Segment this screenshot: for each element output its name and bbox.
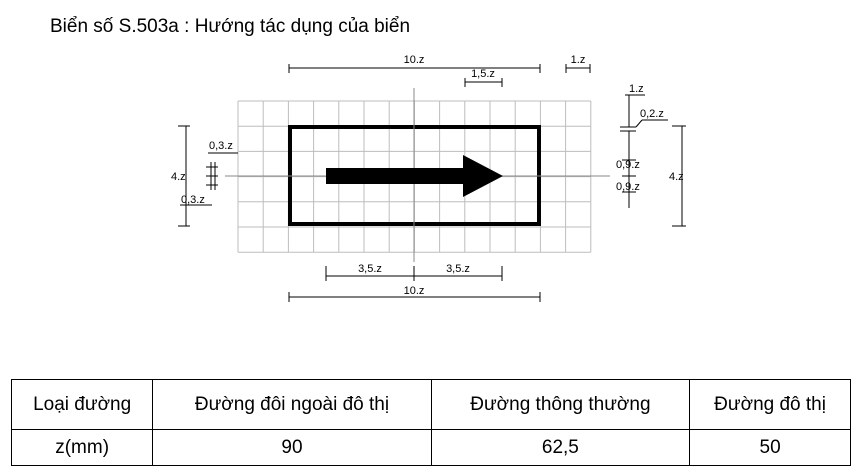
cell-z-label: z(mm) [10,429,154,466]
dim-bottom-left-label: 3,5.z [358,263,382,275]
header-urban: Đường đô thị [689,379,851,430]
dim-top-cell-label: 1,5.z [471,68,495,80]
dim-left-height-label: 4.z [171,171,186,183]
table-header-row: Loại đường Đường đôi ngoài đô thị Đường … [10,379,851,430]
header-normal: Đường thông thường [430,379,691,430]
dim-right-height [672,125,686,227]
dim-bottom-width-label: 10.z [404,285,425,297]
dim-top-width [288,64,541,73]
dim-top-width-label: 10.z [404,54,425,66]
dim-left-height [178,125,190,227]
dim-bottom-width [288,292,541,302]
cell-z-normal: 62,5 [430,429,691,466]
cell-z-urban: 50 [689,429,851,466]
dim-right-top-label: 1.z [629,83,644,95]
dim-top-gap-label: 1.z [571,54,586,66]
dim-right-mid-a-label: 0,9.z [616,159,640,171]
dim-left-offsets [180,152,238,206]
header-road-type: Loại đường [10,379,154,430]
dim-right-border-label: 0,2.z [640,108,664,120]
spec-table: Loại đường Đường đôi ngoài đô thị Đường … [10,379,851,466]
dim-right-mid-b-label: 0,9.z [616,181,640,193]
header-dual-rural: Đường đôi ngoài đô thị [152,379,432,430]
dim-bottom-right-label: 3,5.z [446,263,470,275]
dim-right-height-label: 4.z [669,171,684,183]
dim-right-border [620,119,668,132]
dim-top-gap [565,64,591,73]
dim-right-top [625,94,645,127]
diagram-title: Biển số S.503a : Hướng tác dụng của biển [50,16,411,37]
dim-right-mid [622,131,636,208]
arrow-right-icon [326,155,503,197]
dim-left-top-label: 0,3.z [209,140,233,152]
table-row: z(mm) 90 62,5 50 [10,429,851,466]
dim-left-bottom-label: 0,3.z [181,194,205,206]
dim-top-cell [464,78,503,87]
dim-bottom-halves [325,266,503,281]
cell-z-dual-rural: 90 [152,429,432,466]
